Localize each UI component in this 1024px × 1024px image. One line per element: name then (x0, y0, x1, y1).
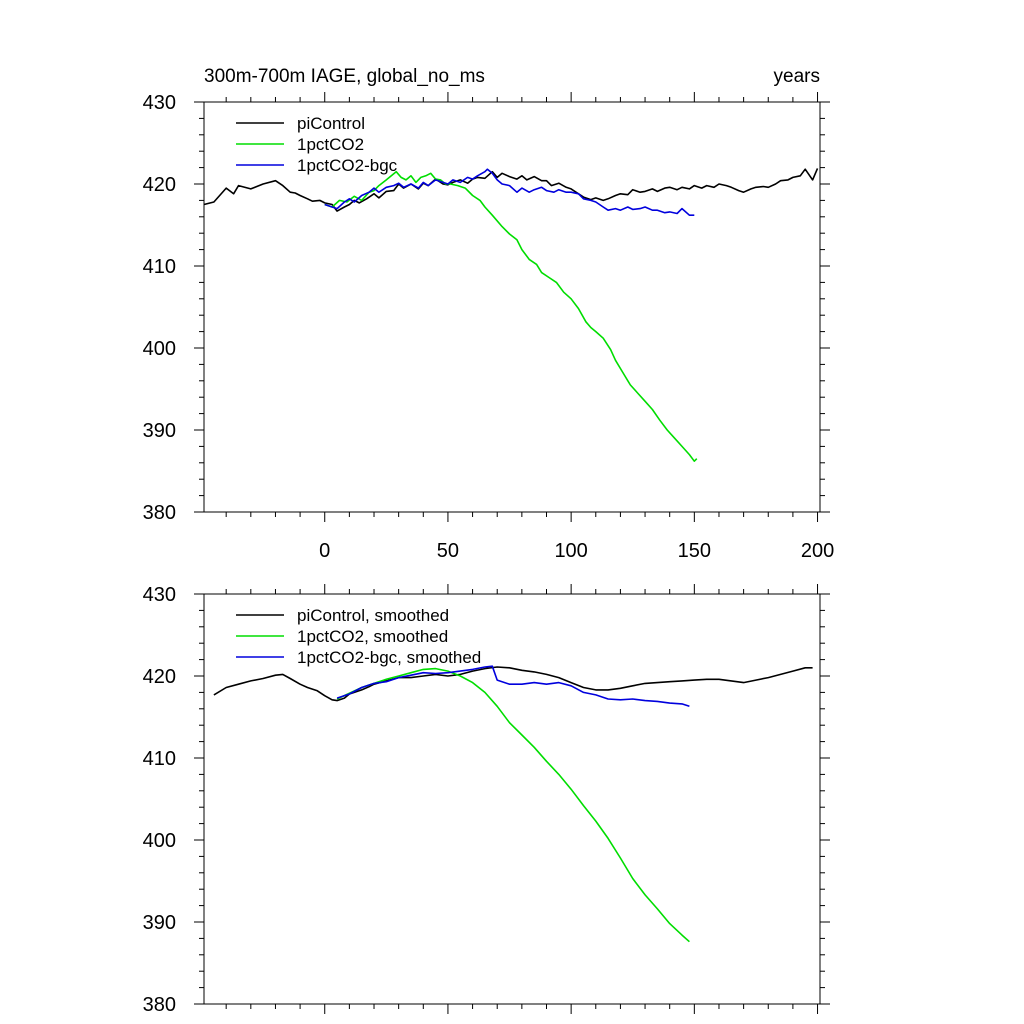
y-tick-label: 410 (143, 256, 176, 278)
y-tick-label: 380 (143, 994, 176, 1016)
series-line-1 (213, 666, 813, 702)
legend-label: 1pctCO2, smoothed (297, 627, 448, 646)
x-tick-label: 200 (801, 540, 834, 562)
y-tick-label: 430 (143, 92, 176, 114)
y-tick-label: 390 (143, 912, 176, 934)
chart-panel-top: 0 50 100 150 200 380 390 400 410 420 430 piControl 1… (143, 92, 834, 562)
y-tick-label: 400 (143, 830, 176, 852)
chart-title: 300m-700m IAGE, global_no_ms (204, 66, 485, 87)
y-tick-label: 430 (143, 584, 176, 606)
legend-label: piControl, smoothed (297, 606, 449, 625)
chart-panel-bottom: 380 390 400 410 420 430 piControl, smoothed 1pc… (143, 584, 830, 1016)
series-line-2 (324, 170, 698, 463)
plot-frame (203, 101, 821, 513)
legend-label: 1pctCO2-bgc (297, 156, 398, 175)
series-line-3 (324, 168, 695, 216)
plot-frame (203, 593, 821, 1005)
legend-label: piControl (297, 114, 365, 133)
legend-label: 1pctCO2 (297, 135, 364, 154)
y-tick-label: 420 (143, 174, 176, 196)
y-tick-label: 400 (143, 338, 176, 360)
y-tick-label: 390 (143, 420, 176, 442)
x-tick-label: 100 (554, 540, 587, 562)
x-axis-unit-label: years (774, 66, 820, 87)
y-tick-label: 420 (143, 666, 176, 688)
series-line-1 (203, 168, 819, 212)
y-tick-label: 410 (143, 748, 176, 770)
x-tick-label: 150 (678, 540, 711, 562)
legend-label: 1pctCO2-bgc, smoothed (297, 648, 481, 667)
y-tick-label: 380 (143, 502, 176, 524)
x-tick-label: 0 (319, 540, 330, 562)
series-line-2 (336, 667, 690, 943)
series-line-3 (336, 665, 690, 708)
x-tick-label: 50 (437, 540, 459, 562)
